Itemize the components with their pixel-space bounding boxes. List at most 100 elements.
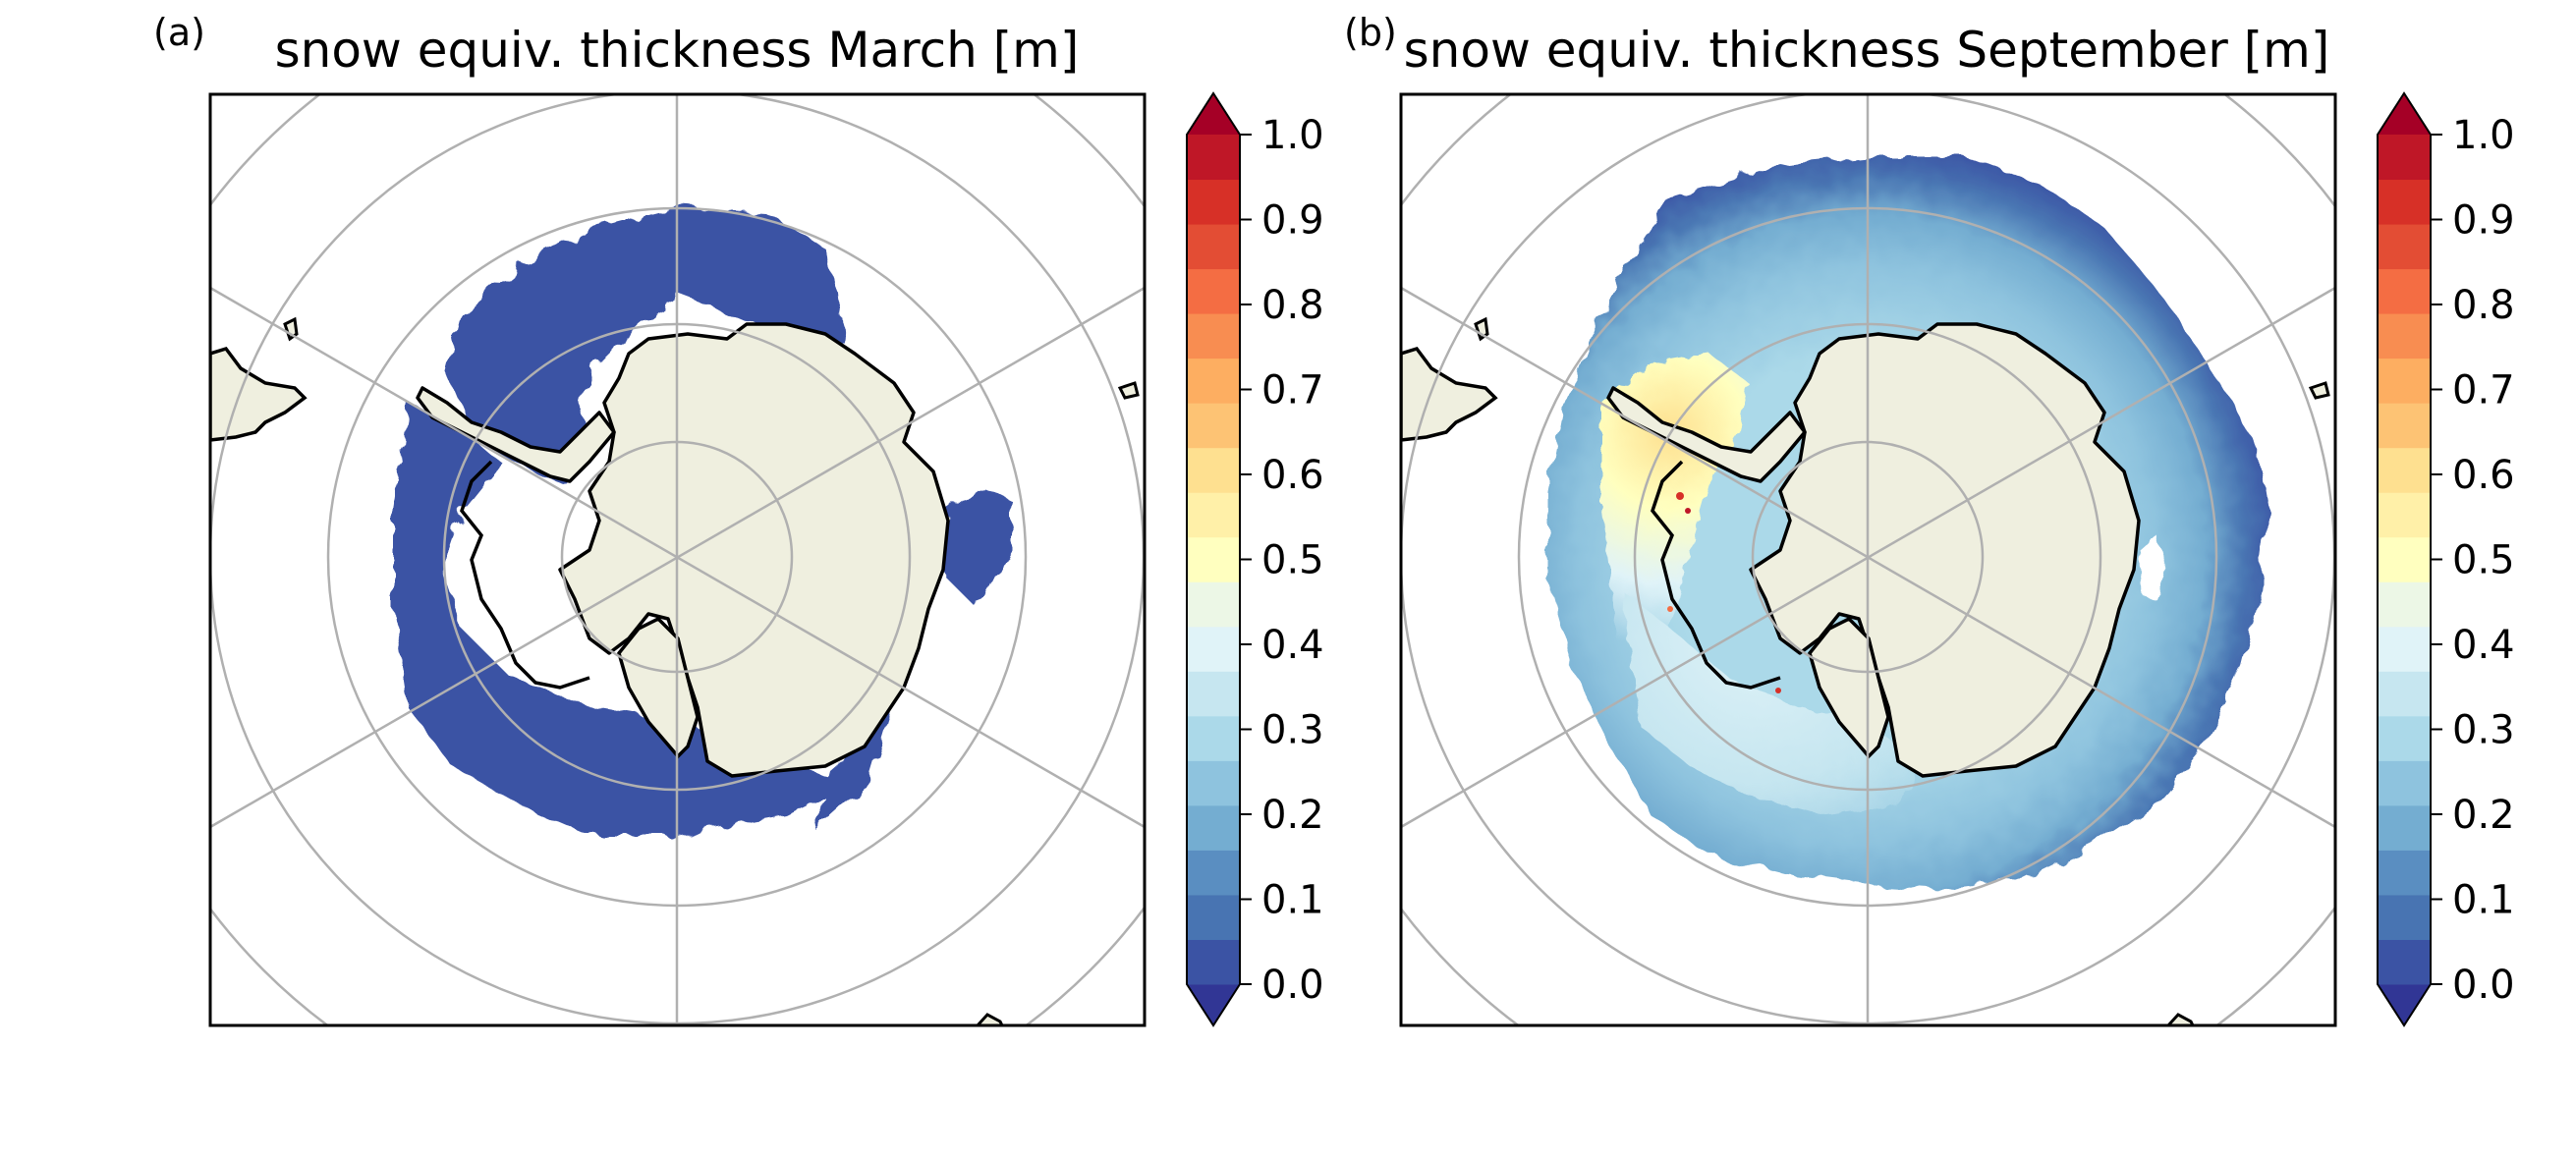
colorbar-bin — [2378, 268, 2431, 314]
colorbar-bin — [2378, 179, 2431, 225]
ross-amundsen-ice-march — [393, 403, 845, 835]
colorbar-bin — [1187, 536, 1240, 582]
panel-b-title: snow equiv. thickness September [m] — [1404, 22, 2330, 79]
antarctic-peninsula — [416, 386, 616, 483]
colorbar-bin — [2378, 804, 2431, 851]
graticule-b — [1401, 94, 2335, 1025]
colorbar-b: 0.0 0.1 0.2 0.3 0.4 0.5 0.6 0.7 0.8 0.9 1.0 — [2377, 91, 2515, 1027]
colorbar-bin — [1187, 447, 1240, 493]
peninsula-coast-west — [460, 460, 590, 690]
colorbar-bin — [2378, 358, 2431, 404]
colorbar-bin — [2378, 447, 2431, 493]
colorbar-bin — [2378, 850, 2431, 896]
south-america-tip-a — [210, 346, 308, 442]
colorbar-extend-max — [2378, 93, 2431, 135]
colorbar-tick-label: 0.2 — [1261, 793, 1324, 838]
colorbar-bin — [1187, 850, 1240, 896]
colorbar-bin — [1187, 313, 1240, 359]
colorbar-tick-label: 0.5 — [2452, 538, 2515, 583]
colorbar-tick-label: 0.4 — [1261, 623, 1324, 668]
red-spot — [1685, 508, 1691, 514]
colorbar-bin — [2378, 536, 2431, 582]
colorbar-bin — [1187, 894, 1240, 940]
colorbar-tick-label: 0.4 — [2452, 623, 2515, 668]
red-spot — [1775, 688, 1781, 693]
map-panel-a — [210, 94, 1145, 1025]
colorbar-tick-label: 0.1 — [2452, 878, 2515, 923]
colorbar-tick-label: 0.0 — [2452, 963, 2515, 1008]
colorbar-bin — [2378, 492, 2431, 538]
colorbar-extend-min — [2378, 984, 2431, 1025]
colorbar-tick-label: 0.6 — [2452, 453, 2515, 498]
south-america-tip-b — [1401, 346, 1498, 442]
colorbar-bin — [2378, 626, 2431, 672]
colorbar-bin — [1187, 403, 1240, 449]
sea-ice-march — [393, 208, 1012, 835]
colorbar-tick-label: 0.1 — [1261, 878, 1324, 923]
colorbar-tick-label: 0.8 — [1261, 283, 1324, 328]
red-spot — [1667, 606, 1673, 612]
small-island-a-right — [1117, 381, 1140, 400]
colorbar-bin — [2378, 939, 2431, 985]
colorbar-tick-label: 0.9 — [2452, 198, 2515, 244]
east-ice-march — [815, 688, 894, 830]
colorbar-tick-label: 0.3 — [1261, 708, 1324, 753]
colorbar-extend-min — [1187, 984, 1240, 1025]
colorbar-bin — [1187, 715, 1240, 761]
polynya-gap — [2140, 535, 2166, 599]
weddell-lighter-snow — [1621, 589, 1926, 815]
small-island-b-right — [2308, 381, 2330, 400]
colorbar-bin — [1187, 135, 1240, 181]
colorbar-bin — [2378, 715, 2431, 761]
colorbar-tick-label: 0.3 — [2452, 708, 2515, 753]
panel-b-letter: (b) — [1344, 11, 1397, 54]
colorbar-bin — [1187, 492, 1240, 538]
colorbar-bin — [2378, 894, 2431, 940]
colorbar-tick-label: 0.0 — [1261, 963, 1324, 1008]
colorbar-tick-label: 1.0 — [2452, 113, 2515, 158]
colorbar-extend-max — [1187, 93, 1240, 135]
colorbar-tick-label: 1.0 — [1261, 113, 1324, 158]
colorbar-bin — [1187, 224, 1240, 270]
colorbar-a: 0.0 0.1 0.2 0.3 0.4 0.5 0.6 0.7 0.8 0.9 1.0 — [1186, 91, 1324, 1027]
colorbar-bin — [2378, 760, 2431, 806]
colorbar-bin — [2378, 135, 2431, 181]
antarctica-land-b — [1401, 316, 2330, 1025]
colorbar-tick-label: 0.7 — [1261, 368, 1324, 414]
map-panel-b — [1401, 94, 2335, 1025]
colorbar-bin — [2378, 581, 2431, 628]
indian-ice-march — [938, 486, 1012, 599]
map-frame-a — [208, 92, 1147, 1027]
colorbar-bin — [1187, 671, 1240, 717]
colorbar-bin — [1187, 358, 1240, 404]
colorbar-bin — [1187, 626, 1240, 672]
small-island-b-bottom — [2165, 1013, 2195, 1025]
meridian-line — [1401, 286, 2335, 829]
colorbar-tick-label: 0.7 — [2452, 368, 2515, 414]
colorbar-bin — [1187, 268, 1240, 314]
antarctic-peninsula — [1606, 386, 1807, 483]
panel-a-title: snow equiv. thickness March [m] — [275, 22, 1080, 79]
peninsula-coast-west — [1651, 460, 1781, 690]
colorbar-bin — [1187, 179, 1240, 225]
colorbar-bin — [1187, 804, 1240, 851]
map-frame-b — [1399, 92, 2337, 1027]
colorbar-bin — [1187, 760, 1240, 806]
red-spot — [1676, 492, 1684, 500]
antarctica-land-a — [210, 316, 1140, 1025]
colorbar-bin — [2378, 671, 2431, 717]
colorbar-bin — [2378, 403, 2431, 449]
panel-a-letter: (a) — [153, 11, 205, 54]
colorbar-tick-label: 0.8 — [2452, 283, 2515, 328]
colorbar-bin — [1187, 939, 1240, 985]
colorbar-bin — [2378, 224, 2431, 270]
colorbar-tick-label: 0.5 — [1261, 538, 1324, 583]
weddell-ice-march — [447, 208, 845, 486]
antarctica-continent — [1749, 322, 2141, 778]
small-island-a-bottom — [975, 1013, 1004, 1025]
antarctica-continent — [558, 322, 950, 778]
colorbar-tick-label: 0.2 — [2452, 793, 2515, 838]
meridian-line — [210, 286, 1145, 829]
colorbar-tick-label: 0.6 — [1261, 453, 1324, 498]
